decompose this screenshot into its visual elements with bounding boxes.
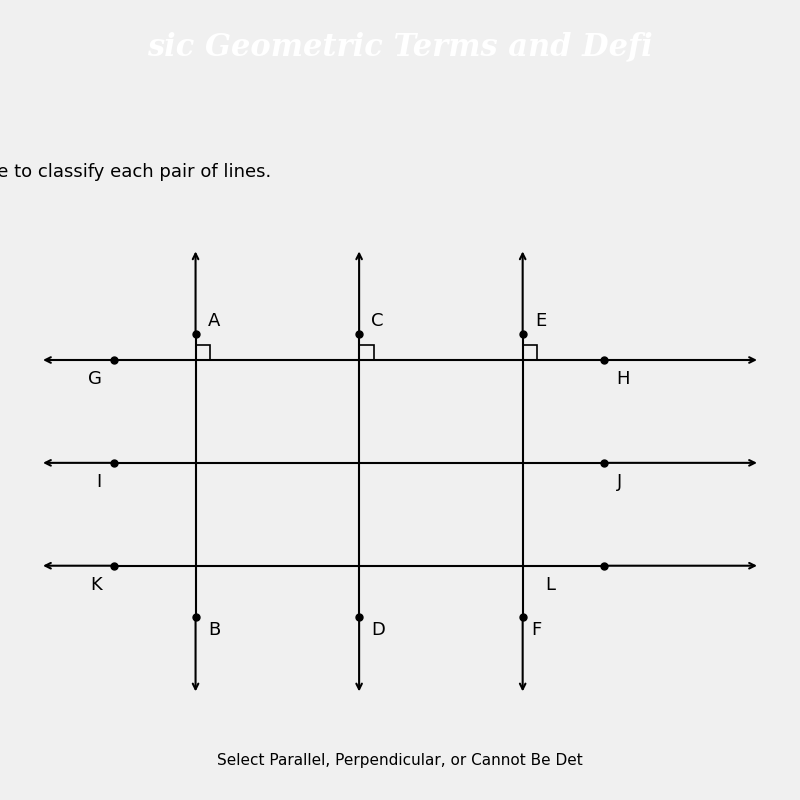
Text: sic Geometric Terms and Defi: sic Geometric Terms and Defi xyxy=(147,31,653,62)
Text: B: B xyxy=(208,622,220,639)
Text: I: I xyxy=(96,473,102,491)
Text: H: H xyxy=(617,370,630,388)
Text: D: D xyxy=(371,622,386,639)
Bar xyxy=(195,345,210,360)
Text: F: F xyxy=(531,622,541,639)
Bar xyxy=(359,345,374,360)
Text: K: K xyxy=(90,576,102,594)
Text: C: C xyxy=(371,312,384,330)
Text: L: L xyxy=(546,576,555,594)
Bar xyxy=(522,345,538,360)
Text: Select Parallel, Perpendicular, or Cannot Be Det: Select Parallel, Perpendicular, or Canno… xyxy=(217,753,583,768)
Text: A: A xyxy=(208,312,220,330)
Text: J: J xyxy=(617,473,622,491)
Text: G: G xyxy=(88,370,102,388)
Text: Use this image to classify each pair of lines.: Use this image to classify each pair of … xyxy=(0,163,271,181)
Text: E: E xyxy=(535,312,546,330)
